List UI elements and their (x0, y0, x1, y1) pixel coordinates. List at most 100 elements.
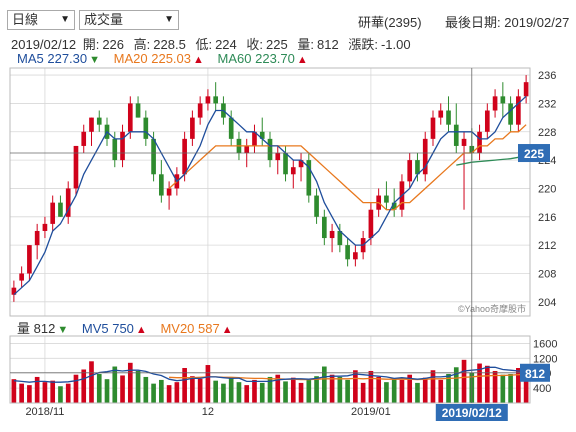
ohlc-row: 2019/02/12 開: 226 高: 228.5 低: 224 收: 225 量: 8… (11, 34, 417, 53)
volume-bar (27, 385, 32, 403)
volume-bar (298, 382, 304, 403)
candle-body (228, 117, 234, 139)
volume-bar (384, 382, 389, 403)
candle-body (492, 96, 498, 111)
volume-bar (461, 359, 467, 403)
volume-bar (306, 379, 312, 403)
candle-body (65, 188, 71, 217)
volume-bar (205, 365, 211, 403)
volume-bar (127, 362, 133, 403)
candle-body (197, 103, 203, 118)
legend-mv5: MV5 750 ▲ (82, 321, 151, 336)
volume-bar (337, 376, 343, 403)
volume-bar (345, 379, 350, 403)
candle-body (516, 96, 521, 125)
volume-bar (399, 379, 405, 403)
ohlc-high: 高: 228.5 (133, 37, 186, 52)
candle-body (484, 110, 490, 132)
legend-ma5: MA5 227.30 ▼ (17, 51, 104, 66)
volume-bar (65, 383, 71, 403)
ma20-line (168, 124, 527, 211)
candle-body (353, 252, 358, 260)
volume-bar (360, 382, 366, 403)
trend-down-icon: ▼ (57, 324, 69, 336)
volume-bar (368, 370, 374, 403)
price-cursor-label-bg (518, 144, 550, 163)
volume-bar (221, 383, 226, 403)
volume-bar (190, 376, 195, 403)
volume-bar (407, 374, 413, 403)
volume-bar (267, 376, 273, 403)
candle-body (422, 138, 428, 175)
volume-bar (73, 374, 79, 403)
ma60-line (456, 155, 527, 166)
candle-body (306, 160, 312, 196)
candle-body (415, 160, 420, 175)
volume-bar (58, 386, 63, 403)
trend-down-icon: ▼ (89, 54, 101, 66)
candle-body (34, 230, 40, 246)
legend-ma20-label: MA20 (113, 51, 148, 66)
ma-legend: MA5 227.30 ▼ MA20 225.03 ▲ MA60 223.70 ▲ (17, 51, 318, 66)
candle-body (298, 160, 304, 168)
ohlc-open: 開: 226 (82, 37, 125, 52)
range-select[interactable]: 日線 ▼ (7, 10, 75, 30)
volume-bar (391, 378, 397, 403)
candle-body (135, 103, 141, 118)
candle-body (430, 117, 436, 139)
price-tick-label: 232 (538, 98, 556, 110)
candle-body (391, 202, 397, 210)
volume-bar (500, 374, 506, 403)
candle-body (89, 117, 94, 132)
x-tick-label: 2018/11 (25, 406, 64, 418)
trend-up-icon: ▲ (193, 54, 204, 66)
volume-bar (516, 368, 521, 403)
x-tick-label: 12 (202, 406, 214, 418)
volume-bar (228, 376, 234, 403)
indicator-select[interactable]: 成交量 ▼ (79, 10, 179, 30)
candle-body (213, 96, 218, 104)
volume-bar (135, 370, 141, 403)
candle-body (283, 153, 288, 175)
candle-body (19, 273, 24, 281)
volume-bar (42, 382, 48, 403)
price-tick-label: 204 (538, 297, 556, 309)
candle-body (120, 131, 125, 161)
date-cursor-label: 2019/02/12 (442, 406, 502, 420)
volume-cursor-label-bg (520, 363, 550, 382)
ohlc-change: 漲跌: -1.00 (348, 37, 411, 52)
candle-body (438, 110, 444, 118)
price-tick-label: 220 (538, 183, 556, 195)
price-grid (10, 68, 530, 316)
candle-body (205, 96, 211, 104)
volume-bar (477, 363, 482, 403)
legend-mv20: MV20 587 ▲ (160, 321, 232, 336)
x-tick-label: 2019/01 (351, 406, 391, 418)
legend-mv5-label: MV5 (81, 321, 109, 336)
stock-name: 研華(2395) (358, 15, 422, 30)
candle-body (190, 117, 195, 139)
candle-body (81, 131, 87, 146)
volume-bar (96, 373, 102, 403)
volume-bar (151, 383, 156, 403)
dropdown-arrow-icon: ▼ (164, 14, 174, 25)
ohlc-close: 收: 225 (246, 37, 288, 52)
legend-volume-label: 量 (17, 321, 31, 336)
candle-body (337, 230, 343, 246)
volume-bar (11, 379, 17, 403)
candle-body (112, 138, 118, 161)
volume-bar (213, 380, 218, 403)
range-select-value: 日線 (12, 12, 39, 27)
candle-body (407, 160, 413, 182)
volume-bar (236, 382, 242, 403)
price-tick-label: 212 (538, 240, 556, 252)
candle-body (275, 153, 281, 161)
volume-bar (104, 379, 110, 403)
candle-body (477, 131, 482, 154)
legend-ma60-value: 223.70 (255, 51, 295, 66)
volume-bar (81, 369, 87, 403)
legend-ma5-label: MA5 (17, 51, 44, 66)
volume-bar (329, 374, 335, 403)
candle-body (314, 195, 319, 217)
